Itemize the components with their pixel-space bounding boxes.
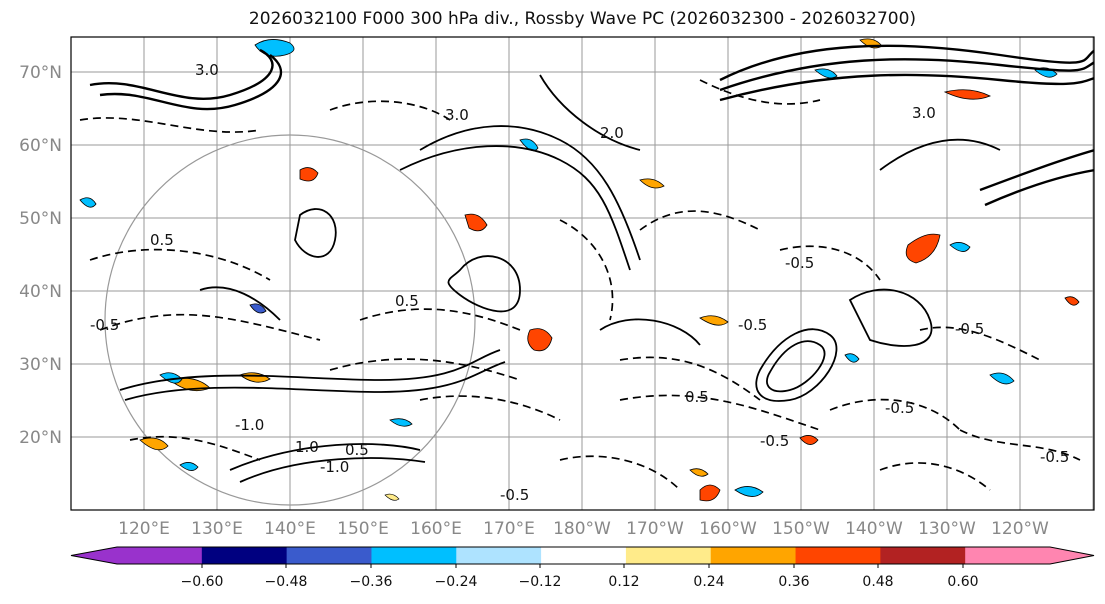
- contour-label: 0.5: [685, 388, 709, 406]
- contour-label: -0.5: [500, 486, 529, 504]
- lat-label-30n: 30°N: [19, 355, 62, 375]
- contour-lines: [79, 44, 1094, 491]
- contour-label: -0.5: [785, 254, 814, 272]
- lon-label: 140°W: [845, 519, 903, 539]
- graticule: [71, 37, 1094, 510]
- reference-circle: [104, 134, 476, 506]
- contour-label: -0.5: [760, 432, 789, 450]
- lon-label: 130°W: [918, 519, 976, 539]
- contour-label: -1.0: [320, 458, 349, 476]
- colorbar-segment: [710, 547, 797, 564]
- lon-label: 130°E: [191, 519, 243, 539]
- lat-label-50n: 50°N: [19, 209, 62, 229]
- colorbar-extend-min: [71, 547, 117, 564]
- colorbar-ticks: [201, 564, 964, 568]
- longitude-labels: 120°E 130°E 140°E 150°E 160°E 170°E 180°…: [118, 519, 1049, 539]
- contour-label: -0.5: [885, 399, 914, 417]
- lat-label-60n: 60°N: [19, 136, 62, 156]
- contour-label: -0.5: [90, 316, 119, 334]
- contour-label: -0.5: [955, 320, 984, 338]
- colorbar-segment: [965, 547, 1051, 564]
- colorbar-tick-label: 0.36: [778, 574, 809, 590]
- contour-label: 3.0: [912, 104, 936, 122]
- lat-label-40n: 40°N: [19, 282, 62, 302]
- lon-label: 180°W: [553, 519, 611, 539]
- contour-label: 0.5: [345, 441, 369, 459]
- colorbar-tick-label: −0.36: [350, 574, 393, 590]
- colorbar-segment: [625, 547, 712, 564]
- lon-label: 160°E: [410, 519, 462, 539]
- shaded-anomalies: [79, 38, 1080, 502]
- colorbar-segment: [880, 547, 966, 564]
- colorbar-segment: [541, 547, 627, 564]
- lat-label-70n: 70°N: [19, 63, 62, 83]
- lon-label: 120°E: [118, 519, 170, 539]
- colorbar-segments: [70, 546, 1095, 565]
- colorbar-tick-label: 0.24: [693, 574, 724, 590]
- contour-label: -1.0: [235, 416, 264, 434]
- map-panel: 3.0 2.0 3.0 0.5 -0.5 -0.5 -0.5 -1.0 1.0 …: [70, 36, 1095, 511]
- colorbar-segment: [371, 547, 457, 564]
- colorbar-segment: [117, 547, 203, 564]
- contour-label: -0.5: [738, 316, 767, 334]
- colorbar-segment: [201, 547, 288, 564]
- colorbar-tick-labels: −0.60 −0.48 −0.36 −0.24 −0.12 0.12 0.24 …: [181, 574, 979, 590]
- colorbar: −0.60 −0.48 −0.36 −0.24 −0.12 0.12 0.24 …: [70, 546, 1095, 590]
- colorbar-tick-label: −0.24: [435, 574, 478, 590]
- contour-label: 1.0: [295, 438, 319, 456]
- contour-label: 3.0: [195, 61, 219, 79]
- colorbar-outline: [70, 546, 1095, 565]
- map-title: 2026032100 F000 300 hPa div., Rossby Wav…: [248, 9, 917, 29]
- lon-label: 140°E: [264, 519, 316, 539]
- contour-label: 0.5: [150, 231, 174, 249]
- colorbar-segment: [456, 547, 542, 564]
- lon-label: 150°W: [772, 519, 830, 539]
- colorbar-tick-label: −0.48: [265, 574, 308, 590]
- colorbar-tick-label: 0.12: [608, 574, 639, 590]
- colorbar-tick-label: −0.60: [181, 574, 224, 590]
- colorbar-segment: [795, 547, 881, 564]
- colorbar-segment: [286, 547, 372, 564]
- lon-label: 170°W: [626, 519, 684, 539]
- contour-label: 3.0: [445, 106, 469, 124]
- lon-label: 150°E: [337, 519, 389, 539]
- colorbar-tick-label: 0.60: [947, 574, 978, 590]
- lon-label: 160°W: [699, 519, 757, 539]
- contour-labels: 3.0 2.0 3.0 0.5 -0.5 -0.5 -0.5 -1.0 1.0 …: [90, 61, 1069, 504]
- contour-label: 2.0: [600, 124, 624, 142]
- lon-label: 170°E: [483, 519, 535, 539]
- contour-label: 0.5: [395, 292, 419, 310]
- colorbar-extend-max: [1050, 547, 1094, 564]
- lon-label: 120°W: [991, 519, 1049, 539]
- colorbar-tick-label: 0.48: [862, 574, 893, 590]
- lat-label-20n: 20°N: [19, 428, 62, 448]
- colorbar-tick-label: −0.12: [519, 574, 562, 590]
- map-frame: [70, 36, 1095, 511]
- contour-label: -0.5: [1040, 448, 1069, 466]
- latitude-labels: 70°N 60°N 50°N 40°N 30°N 20°N: [19, 63, 62, 448]
